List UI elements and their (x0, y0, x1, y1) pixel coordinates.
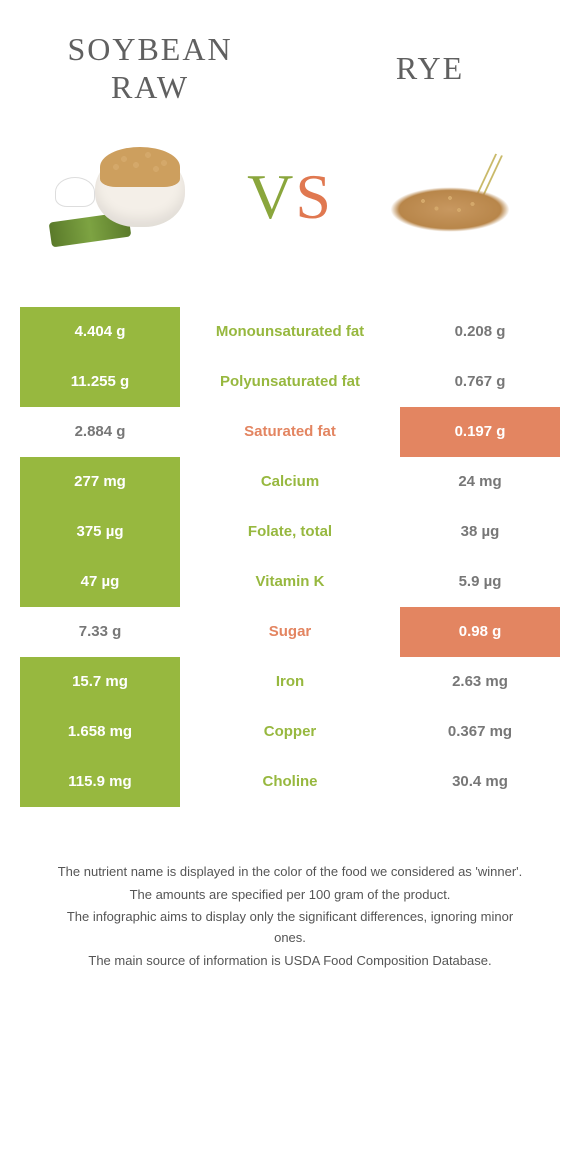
left-value: 4.404 g (20, 307, 180, 357)
right-value: 0.98 g (400, 607, 560, 657)
nutrient-label: Choline (180, 757, 400, 807)
nutrient-label: Sugar (180, 607, 400, 657)
nutrient-label: Vitamin K (180, 557, 400, 607)
left-food-image (50, 147, 210, 247)
infographic-container: Soybean raw Rye VS 4.404 gMonounsaturate… (0, 0, 580, 994)
right-value: 0.197 g (400, 407, 560, 457)
left-value: 15.7 mg (20, 657, 180, 707)
vs-v: V (247, 161, 295, 232)
table-row: 115.9 mgCholine30.4 mg (20, 757, 560, 807)
left-value: 47 µg (20, 557, 180, 607)
left-value: 115.9 mg (20, 757, 180, 807)
right-value: 0.767 g (400, 357, 560, 407)
table-row: 277 mgCalcium24 mg (20, 457, 560, 507)
left-value: 2.884 g (20, 407, 180, 457)
hero-row: VS (20, 147, 560, 247)
header-row: Soybean raw Rye (20, 30, 560, 107)
left-value: 277 mg (20, 457, 180, 507)
vs-s: S (295, 161, 333, 232)
right-value: 30.4 mg (400, 757, 560, 807)
right-value: 24 mg (400, 457, 560, 507)
footnote-line: The amounts are specified per 100 gram o… (50, 885, 530, 906)
vs-label: VS (247, 160, 333, 234)
table-row: 4.404 gMonounsaturated fat0.208 g (20, 307, 560, 357)
table-row: 375 µgFolate, total38 µg (20, 507, 560, 557)
left-value: 1.658 mg (20, 707, 180, 757)
table-row: 7.33 gSugar0.98 g (20, 607, 560, 657)
left-value: 11.255 g (20, 357, 180, 407)
right-value: 0.367 mg (400, 707, 560, 757)
nutrient-label: Copper (180, 707, 400, 757)
footnote-line: The nutrient name is displayed in the co… (50, 862, 530, 883)
footnotes: The nutrient name is displayed in the co… (20, 862, 560, 972)
footnote-line: The infographic aims to display only the… (50, 907, 530, 949)
table-row: 1.658 mgCopper0.367 mg (20, 707, 560, 757)
table-row: 47 µgVitamin K5.9 µg (20, 557, 560, 607)
right-food-image (370, 147, 530, 247)
right-food-title: Rye (330, 49, 530, 87)
left-food-title: Soybean raw (50, 30, 250, 107)
nutrient-label: Folate, total (180, 507, 400, 557)
table-row: 11.255 gPolyunsaturated fat0.767 g (20, 357, 560, 407)
left-value: 7.33 g (20, 607, 180, 657)
nutrient-label: Iron (180, 657, 400, 707)
footnote-line: The main source of information is USDA F… (50, 951, 530, 972)
right-value: 38 µg (400, 507, 560, 557)
right-value: 2.63 mg (400, 657, 560, 707)
table-row: 15.7 mgIron2.63 mg (20, 657, 560, 707)
nutrient-label: Monounsaturated fat (180, 307, 400, 357)
nutrient-label: Saturated fat (180, 407, 400, 457)
comparison-table: 4.404 gMonounsaturated fat0.208 g11.255 … (20, 307, 560, 807)
nutrient-label: Calcium (180, 457, 400, 507)
table-row: 2.884 gSaturated fat0.197 g (20, 407, 560, 457)
nutrient-label: Polyunsaturated fat (180, 357, 400, 407)
right-value: 5.9 µg (400, 557, 560, 607)
left-value: 375 µg (20, 507, 180, 557)
right-value: 0.208 g (400, 307, 560, 357)
